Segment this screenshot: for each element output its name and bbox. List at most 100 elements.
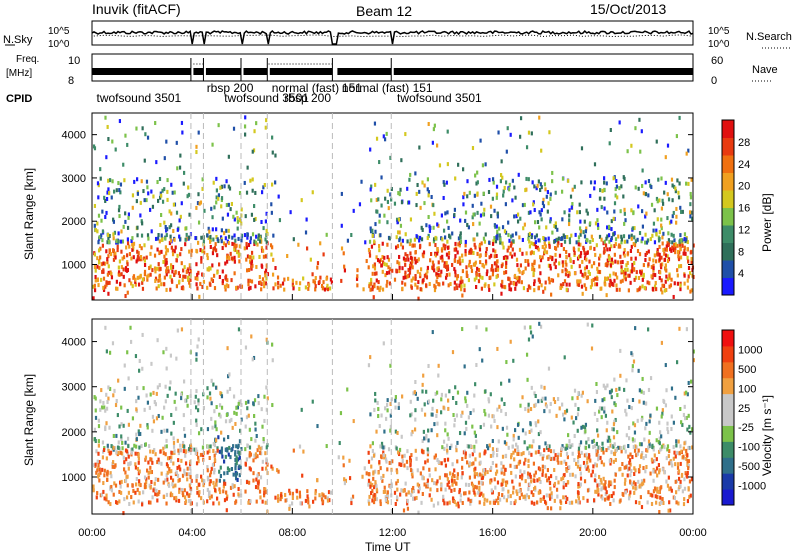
- echo-cell: [633, 243, 637, 248]
- echo-cell: [228, 372, 231, 377]
- echo-cell: [446, 129, 449, 134]
- echo-cell: [421, 180, 424, 185]
- echo-cell: [619, 498, 622, 503]
- echo-cell: [597, 457, 600, 462]
- echo-cell: [683, 249, 686, 254]
- echo-cell: [144, 132, 147, 137]
- echo-cell: [369, 147, 372, 152]
- echo-cell: [150, 229, 153, 234]
- echo-cell: [545, 194, 548, 199]
- echo-cell: [434, 453, 437, 458]
- echo-cell: [507, 220, 510, 225]
- echo-cell: [687, 259, 690, 264]
- echo-cell: [541, 456, 544, 461]
- echo-cell: [197, 337, 200, 342]
- echo-cell: [377, 414, 380, 419]
- echo-cell: [387, 206, 390, 211]
- echo-cell: [608, 480, 611, 485]
- echo-cell: [672, 456, 675, 461]
- echo-cell: [224, 447, 227, 452]
- echo-cell: [416, 269, 419, 274]
- echo-cell: [495, 498, 498, 503]
- echo-cell: [488, 240, 491, 245]
- echo-cell: [539, 187, 542, 192]
- echo-cell: [217, 435, 220, 440]
- echo-cell: [592, 277, 595, 282]
- echo-cell: [375, 278, 378, 283]
- echo-cell: [676, 178, 679, 183]
- echo-cell: [318, 493, 321, 498]
- echo-cell: [691, 445, 694, 450]
- echo-cell: [240, 446, 243, 451]
- echo-cell: [240, 403, 243, 408]
- echo-cell: [686, 453, 689, 458]
- cpid-label-item: twofsound 3501: [397, 91, 482, 105]
- echo-cell: [126, 436, 130, 441]
- echo-cell: [172, 202, 176, 207]
- echo-cell: [188, 249, 191, 254]
- echo-cell: [433, 123, 436, 128]
- echo-cell: [322, 252, 325, 257]
- echo-cell: [178, 477, 181, 482]
- echo-cell: [676, 268, 679, 273]
- echo-cell: [623, 239, 626, 244]
- echo-cell: [388, 281, 392, 286]
- echo-cell: [402, 508, 406, 513]
- echo-cell: [651, 233, 654, 238]
- echo-cell: [456, 472, 459, 477]
- echo-cell: [499, 237, 502, 242]
- echo-cell: [454, 241, 457, 246]
- echo-cell: [687, 464, 690, 469]
- echo-cell: [647, 262, 650, 267]
- echo-cell: [202, 453, 205, 458]
- echo-cell: [179, 448, 183, 453]
- echo-cell: [112, 219, 116, 224]
- echo-cell: [175, 470, 178, 475]
- echo-cell: [628, 234, 631, 239]
- echo-cell: [404, 270, 407, 275]
- echo-cell: [399, 187, 402, 192]
- echo-cell: [373, 497, 377, 502]
- echo-cell: [113, 230, 117, 235]
- echo-cell: [636, 288, 639, 293]
- echo-cell: [676, 249, 680, 254]
- echo-cell: [626, 251, 630, 256]
- echo-cell: [338, 441, 341, 446]
- echo-cell: [634, 500, 638, 505]
- echo-cell: [210, 466, 213, 471]
- echo-cell: [380, 263, 383, 268]
- echo-cell: [437, 363, 440, 368]
- echo-cell: [132, 255, 135, 260]
- echo-cell: [631, 352, 634, 357]
- echo-cell: [400, 434, 403, 439]
- echo-cell: [600, 460, 603, 465]
- colorbar-tick: 28: [738, 137, 750, 149]
- echo-cell: [202, 405, 206, 410]
- echo-cell: [370, 281, 373, 286]
- echo-cell: [215, 235, 218, 240]
- echo-cell: [502, 495, 506, 500]
- echo-cell: [680, 209, 683, 214]
- echo-cell: [142, 490, 145, 495]
- echo-cell: [194, 276, 197, 281]
- echo-cell: [690, 257, 693, 262]
- echo-cell: [677, 254, 680, 259]
- echo-cell: [565, 287, 568, 292]
- echo-cell: [626, 398, 629, 403]
- echo-cell: [584, 229, 588, 234]
- echo-cell: [609, 480, 612, 485]
- echo-cell: [685, 151, 688, 156]
- echo-cell: [410, 453, 413, 458]
- echo-cell: [244, 424, 247, 429]
- echo-cell: [530, 500, 533, 505]
- echo-cell: [549, 449, 553, 454]
- echo-cell: [238, 464, 241, 469]
- echo-cell: [625, 412, 628, 417]
- echo-cell: [539, 271, 542, 276]
- echo-cell: [131, 242, 134, 247]
- echo-cell: [101, 440, 105, 445]
- echo-cell: [530, 131, 533, 136]
- echo-cell: [328, 498, 331, 503]
- echo-cell: [236, 219, 239, 224]
- echo-cell: [175, 495, 178, 500]
